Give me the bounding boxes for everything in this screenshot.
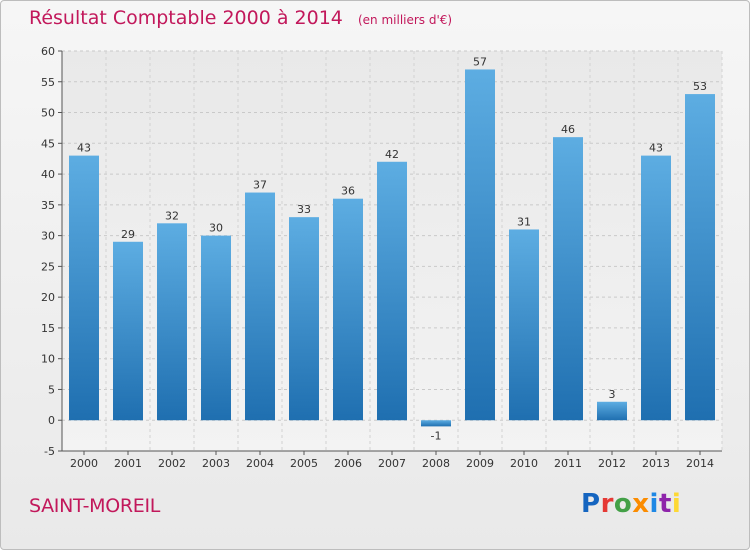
bar[interactable] <box>465 69 495 421</box>
y-tick-label: 25 <box>41 260 55 273</box>
data-label: 46 <box>561 123 575 136</box>
y-tick-label: 55 <box>41 76 55 89</box>
data-label: 33 <box>297 203 311 216</box>
data-label: 3 <box>609 388 616 401</box>
logo-letter: i <box>671 489 682 519</box>
chart-title: Résultat Comptable 2000 à 2014 (en milli… <box>29 7 452 29</box>
bar[interactable] <box>641 155 671 421</box>
data-label: 37 <box>253 179 267 192</box>
x-tick-label: 2004 <box>246 457 274 470</box>
bar[interactable] <box>69 155 99 421</box>
data-label: 53 <box>693 80 707 93</box>
y-tick-label: 45 <box>41 137 55 150</box>
data-label: 42 <box>385 148 399 161</box>
bar[interactable] <box>421 420 451 427</box>
data-label: 57 <box>473 55 487 68</box>
y-tick-label: 20 <box>41 291 55 304</box>
x-tick-label: 2006 <box>334 457 362 470</box>
y-tick-label: -5 <box>44 445 55 458</box>
y-tick-label: 35 <box>41 199 55 212</box>
x-tick-label: 2001 <box>114 457 142 470</box>
y-tick-label: 60 <box>41 45 55 58</box>
bar[interactable] <box>685 94 715 421</box>
y-tick-label: 5 <box>48 383 55 396</box>
bar[interactable] <box>509 229 539 421</box>
bar[interactable] <box>245 192 275 421</box>
x-tick-label: 2008 <box>422 457 450 470</box>
logo-letter: i <box>649 489 659 519</box>
y-tick-label: 10 <box>41 353 55 366</box>
labels: 43 29 32 30 37 33 36 42 -1 57 31 46 3 43 53 <box>77 55 707 442</box>
bar[interactable] <box>289 217 319 421</box>
x-tick-label: 2005 <box>290 457 318 470</box>
x-tick-label: 2002 <box>158 457 186 470</box>
logo-letter: t <box>658 489 672 519</box>
x-tick-label: 2013 <box>642 457 670 470</box>
logo-letter: r <box>600 489 614 519</box>
logo-letter: o <box>613 489 633 519</box>
x-tick-label: 2010 <box>510 457 538 470</box>
x-tick-label: 2012 <box>598 457 626 470</box>
x-tick-label: 2000 <box>70 457 98 470</box>
x-tick-label: 2007 <box>378 457 406 470</box>
logo-letter: P <box>581 489 601 519</box>
x-tick-label: 2009 <box>466 457 494 470</box>
bar[interactable] <box>597 401 627 421</box>
y-tick-label: 50 <box>41 107 55 120</box>
axes: -5 0 5 10 15 20 25 30 35 40 45 50 55 60 2000 2001 2002 20… <box>41 45 722 470</box>
data-label: -1 <box>431 429 442 442</box>
bar[interactable] <box>377 161 407 421</box>
x-tick-label: 2014 <box>686 457 714 470</box>
data-label: 36 <box>341 185 355 198</box>
y-tick-label: 0 <box>48 414 55 427</box>
y-tick-label: 15 <box>41 322 55 335</box>
x-tick-label: 2011 <box>554 457 582 470</box>
bar[interactable] <box>113 241 143 421</box>
data-label: 31 <box>517 215 531 228</box>
bar[interactable] <box>333 198 363 421</box>
data-label: 43 <box>77 142 91 155</box>
y-tick-label: 30 <box>41 230 55 243</box>
proxiti-logo[interactable]: Proxiti <box>581 489 681 519</box>
bar[interactable] <box>157 223 187 421</box>
data-label: 43 <box>649 142 663 155</box>
data-label: 29 <box>121 228 135 241</box>
logo-letter: x <box>632 489 650 519</box>
data-label: 30 <box>209 222 223 235</box>
title-unit: (en milliers d'€) <box>357 13 453 27</box>
bars <box>69 69 715 427</box>
commune-name: SAINT-MOREIL <box>29 495 161 517</box>
title-text: Résultat Comptable 2000 à 2014 <box>29 7 343 29</box>
y-tick-label: 40 <box>41 168 55 181</box>
x-tick-label: 2003 <box>202 457 230 470</box>
bar[interactable] <box>553 137 583 421</box>
bar[interactable] <box>201 235 231 421</box>
data-label: 32 <box>165 209 179 222</box>
